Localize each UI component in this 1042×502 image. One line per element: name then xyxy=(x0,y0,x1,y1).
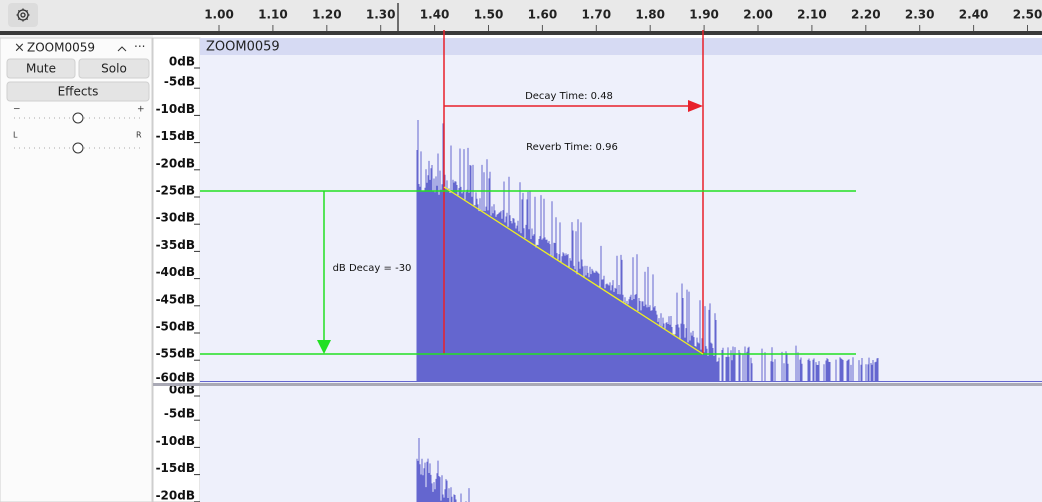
db-label: -10dB xyxy=(156,102,195,116)
ruler-label: 1.60 xyxy=(528,8,558,22)
ruler-label: 1.20 xyxy=(312,8,342,22)
pan-slider[interactable] xyxy=(72,142,84,154)
db-label: -15dB xyxy=(156,129,195,143)
ruler-label: 1.40 xyxy=(420,8,450,22)
db-label: -60dB xyxy=(156,371,195,385)
ruler-label: 2.30 xyxy=(905,8,935,22)
db-label: -35dB xyxy=(156,238,195,252)
mute-label: Mute xyxy=(26,62,56,76)
ruler-label: 2.00 xyxy=(743,8,773,22)
db-label: -30dB xyxy=(156,211,195,225)
ruler-separator xyxy=(0,31,1042,35)
ruler-label: 1.00 xyxy=(204,8,234,22)
db-decay-arrowhead xyxy=(317,340,331,354)
clip-name: ZOOM0059 xyxy=(206,40,280,55)
db-label: -50dB xyxy=(156,320,195,334)
ruler-label: 2.20 xyxy=(851,8,881,22)
track-name[interactable]: ZOOM0059 xyxy=(27,41,95,55)
settings-button[interactable] xyxy=(8,3,38,27)
db-label: -25dB xyxy=(156,184,195,198)
reverb-time-label: Reverb Time: 0.96 xyxy=(526,142,618,153)
db-label: -40dB xyxy=(156,265,195,279)
ruler-label: 1.30 xyxy=(366,8,396,22)
gain-min-label: − xyxy=(13,105,21,115)
effects-label: Effects xyxy=(58,85,99,99)
gear-icon xyxy=(16,8,30,22)
channel-separator xyxy=(153,383,1042,386)
menu-button[interactable]: ··· xyxy=(134,40,145,54)
decay-time-label: Decay Time: 0.48 xyxy=(525,91,613,102)
gain-slider[interactable] xyxy=(72,112,84,124)
ruler-label: 1.90 xyxy=(689,8,719,22)
db-label: -20dB xyxy=(156,156,195,170)
pan-right-label: R xyxy=(136,131,142,140)
pan-left-label: L xyxy=(13,131,18,140)
db-label: -15dB xyxy=(156,461,195,475)
ruler-label: 2.40 xyxy=(959,8,989,22)
waveform-channel-1 xyxy=(416,120,879,381)
ruler-label: 1.70 xyxy=(581,8,611,22)
close-button[interactable]: × xyxy=(14,41,25,56)
decay-fit-line xyxy=(443,186,704,355)
db-label: -55dB xyxy=(156,347,195,361)
gain-max-label: + xyxy=(137,105,145,115)
effects-button[interactable] xyxy=(6,81,150,102)
ruler-label: 1.10 xyxy=(258,8,288,22)
decay-arrowhead xyxy=(688,100,703,112)
mute-button[interactable] xyxy=(6,58,76,79)
track-panel xyxy=(0,37,153,502)
ruler-label: 2.10 xyxy=(797,8,827,22)
db-label: -5dB xyxy=(164,407,195,421)
solo-label: Solo xyxy=(101,62,127,76)
db-label: -5dB xyxy=(164,75,195,89)
db-label: -10dB xyxy=(156,434,195,448)
db-label: -20dB xyxy=(156,488,195,502)
clip-header[interactable] xyxy=(200,38,1042,55)
waveform-channel-2 xyxy=(416,438,470,502)
db-label: 0dB xyxy=(169,55,195,69)
solo-button[interactable] xyxy=(78,58,150,79)
db-decay-label: dB Decay = -30 xyxy=(333,263,412,274)
collapse-button[interactable] xyxy=(117,46,127,52)
db-label: -45dB xyxy=(156,292,195,306)
ruler-label: 1.80 xyxy=(635,8,665,22)
ruler-label: 2.50 xyxy=(1013,8,1042,22)
timeline-ruler[interactable] xyxy=(0,0,1042,31)
ruler-label: 1.50 xyxy=(474,8,504,22)
